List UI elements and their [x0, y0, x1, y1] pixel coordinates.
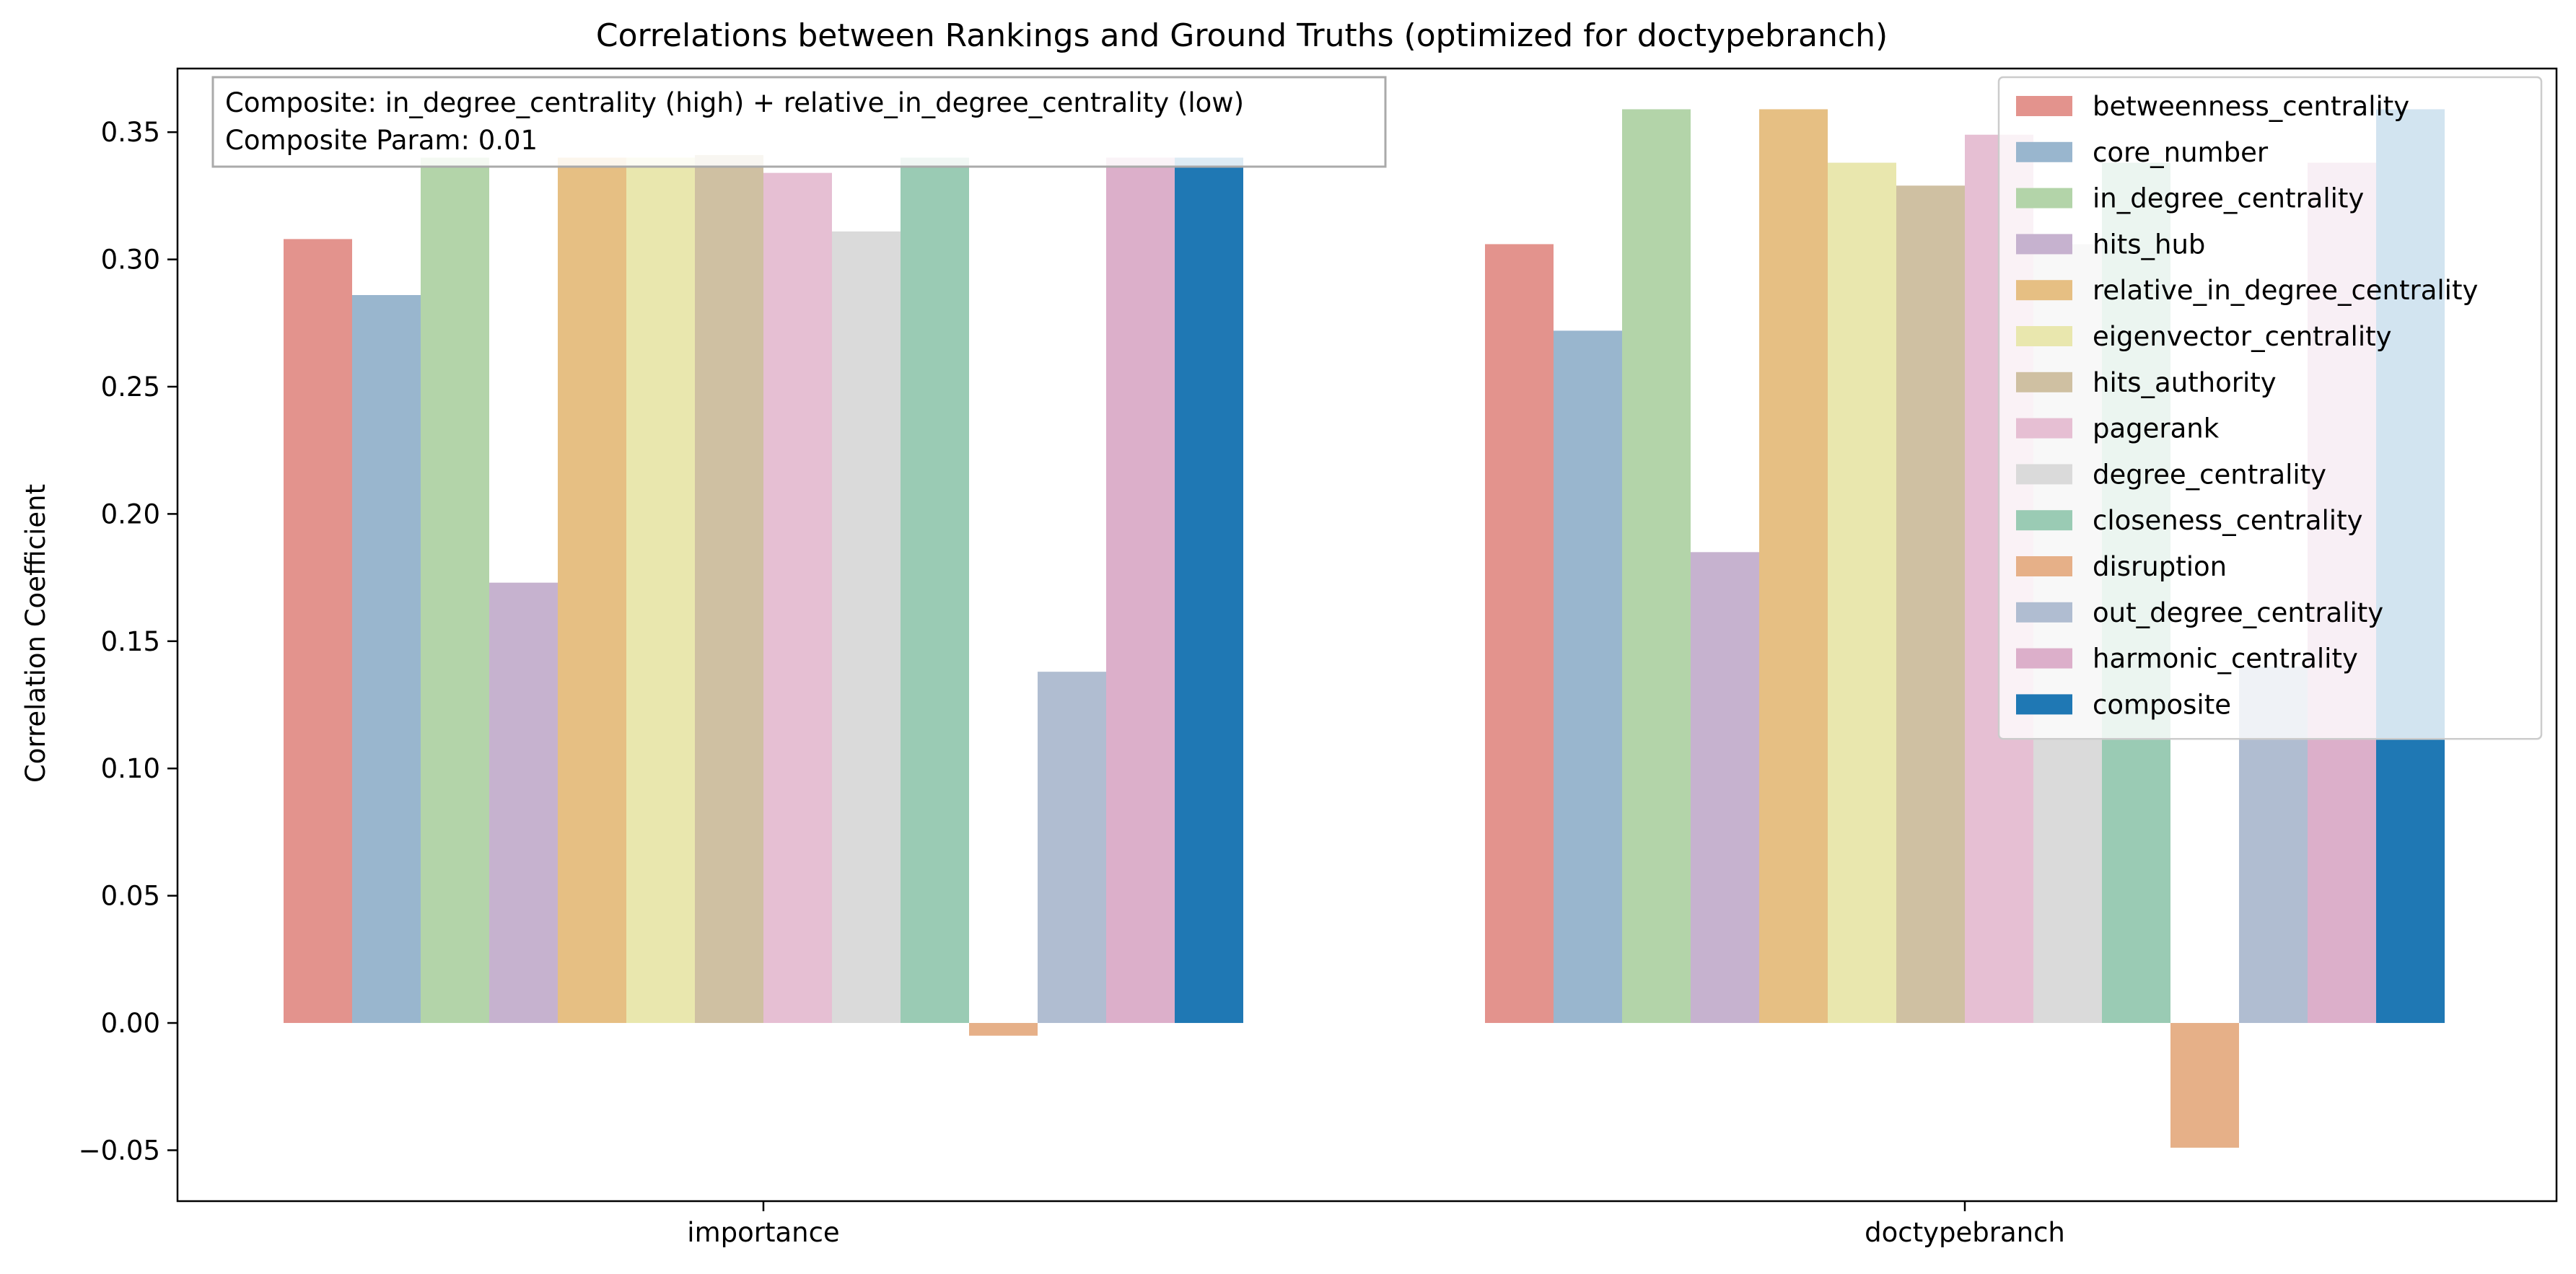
- bar-out_degree_centrality-importance: [1038, 672, 1106, 1024]
- legend-swatch-pagerank: [2016, 418, 2072, 439]
- legend-swatch-disruption: [2016, 556, 2072, 576]
- bar-disruption-doctypebranch: [2170, 1023, 2239, 1148]
- bar-disruption-importance: [969, 1023, 1038, 1036]
- legend-label-harmonic_centrality: harmonic_centrality: [2093, 643, 2358, 675]
- legend-swatch-out_degree_centrality: [2016, 602, 2072, 623]
- bar-in_degree_centrality-importance: [421, 157, 489, 1024]
- legend-swatch-harmonic_centrality: [2016, 648, 2072, 669]
- bar-core_number-doctypebranch: [1554, 330, 1622, 1024]
- legend-label-degree_centrality: degree_centrality: [2093, 459, 2326, 490]
- bar-eigenvector_centrality-doctypebranch: [1828, 162, 1896, 1024]
- legend-swatch-eigenvector_centrality: [2016, 326, 2072, 346]
- legend-label-betweenness_centrality: betweenness_centrality: [2093, 91, 2409, 122]
- legend-frame: [1997, 76, 2543, 740]
- bar-hits_authority-importance: [695, 154, 763, 1024]
- legend-swatch-relative_in_degree_centrality: [2016, 280, 2072, 301]
- x-tick-label-importance: importance: [687, 1217, 839, 1248]
- bar-degree_centrality-importance: [832, 231, 901, 1024]
- y-axis: −0.05 0.00 0.05 0.10 0.15 0.20 0.25 0.30 0.35: [79, 117, 178, 1166]
- bars-layer: [284, 109, 2445, 1148]
- legend-swatch-in_degree_centrality: [2016, 188, 2072, 208]
- bar-closeness_centrality-importance: [901, 157, 969, 1024]
- bar-eigenvector_centrality-importance: [626, 157, 695, 1024]
- y-tick-label: 0.35: [101, 117, 160, 148]
- legend-label-disruption: disruption: [2093, 551, 2227, 582]
- legend-label-hits_hub: hits_hub: [2093, 229, 2205, 260]
- y-tick-label: 0.00: [101, 1008, 160, 1039]
- legend-label-out_degree_centrality: out_degree_centrality: [2093, 597, 2383, 628]
- y-tick-label: 0.15: [101, 626, 160, 657]
- bar-hits_hub-importance: [489, 582, 558, 1024]
- bar-core_number-importance: [352, 295, 421, 1024]
- bar-betweenness_centrality-doctypebranch: [1485, 244, 1554, 1024]
- y-tick-label: 0.10: [101, 753, 160, 784]
- legend: betweenness_centrality core_number in_degr…: [1997, 76, 2543, 740]
- annotation-frame: [211, 76, 1387, 168]
- bar-relative_in_degree_centrality-doctypebranch: [1759, 109, 1828, 1024]
- legend-label-closeness_centrality: closeness_centrality: [2093, 505, 2362, 536]
- y-tick-label: 0.25: [101, 372, 160, 403]
- legend-swatch-composite: [2016, 694, 2072, 715]
- y-tick-label: 0.30: [101, 245, 160, 276]
- legend-swatch-degree_centrality: [2016, 464, 2072, 485]
- legend-label-in_degree_centrality: in_degree_centrality: [2093, 183, 2364, 214]
- y-axis-label: Correlation Coefficient: [20, 484, 51, 783]
- bar-relative_in_degree_centrality-importance: [558, 157, 626, 1024]
- bar-composite-importance: [1175, 157, 1243, 1024]
- legend-label-hits_authority: hits_authority: [2093, 367, 2277, 398]
- plot-frame: [176, 67, 2558, 1203]
- bar-betweenness_centrality-importance: [284, 239, 352, 1024]
- annotation-box: Composite: in_degree_centrality (high) +…: [211, 76, 1387, 168]
- legend-label-core_number: core_number: [2093, 137, 2269, 168]
- legend-label-relative_in_degree_centrality: relative_in_degree_centrality: [2093, 275, 2478, 306]
- legend-label-pagerank: pagerank: [2093, 413, 2220, 444]
- legend-swatch-hits_authority: [2016, 372, 2072, 392]
- legend-swatch-betweenness_centrality: [2016, 96, 2072, 116]
- bar-pagerank-importance: [763, 172, 832, 1024]
- annotation-line: Composite: in_degree_centrality (high) +…: [225, 87, 1244, 118]
- bar-hits_authority-doctypebranch: [1896, 185, 1965, 1024]
- bar-harmonic_centrality-importance: [1106, 157, 1175, 1024]
- legend-swatch-core_number: [2016, 141, 2072, 162]
- legend-label-eigenvector_centrality: eigenvector_centrality: [2093, 321, 2392, 352]
- bar-in_degree_centrality-doctypebranch: [1622, 109, 1691, 1024]
- legend-swatch-closeness_centrality: [2016, 510, 2072, 531]
- chart-title: Correlations between Rankings and Ground…: [596, 17, 1888, 54]
- y-tick-label: 0.05: [101, 881, 160, 912]
- x-tick-label-doctypebranch: doctypebranch: [1865, 1217, 2065, 1248]
- y-tick-label: 0.20: [101, 498, 160, 530]
- y-tick-label: −0.05: [79, 1135, 160, 1166]
- legend-label-composite: composite: [2093, 689, 2231, 720]
- bar-hits_hub-doctypebranch: [1691, 552, 1759, 1024]
- annotation-line: Composite Param: 0.01: [225, 125, 538, 156]
- legend-swatch-hits_hub: [2016, 234, 2072, 255]
- x-axis: importance doctypebranch: [687, 1201, 2065, 1248]
